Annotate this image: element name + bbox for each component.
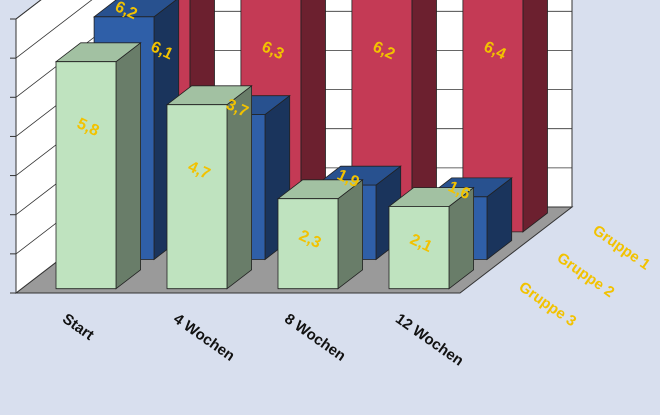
gridline [15,0,93,59]
bar [388,206,450,290]
x-tick-label: 12 Wochen [392,310,466,369]
x-tick-label: 4 Wochen [170,310,238,364]
bar [277,198,339,290]
x-tick-label: 8 Wochen [281,310,349,364]
series-label: Gruppe 1 [590,222,654,274]
x-tick-label: Start [59,310,97,344]
series-label: Gruppe 2 [554,249,618,301]
bar [166,104,228,290]
bar-side [522,0,548,233]
bar [55,61,117,290]
series-label: Gruppe 3 [516,279,580,331]
bar-side [115,41,142,290]
